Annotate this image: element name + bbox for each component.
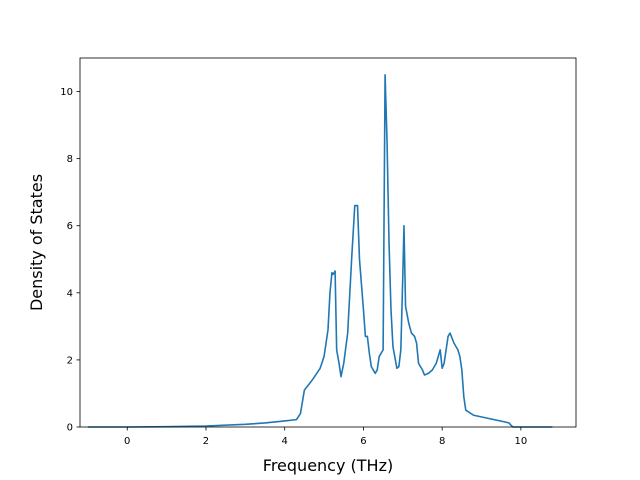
y-tick-label: 4 (67, 288, 73, 299)
x-tick-label: 6 (360, 436, 366, 447)
x-tick-label: 8 (439, 436, 445, 447)
x-axis-label: Frequency (THz) (263, 456, 393, 475)
x-axis: 0 2 4 6 8 10 (124, 427, 527, 447)
plot-frame (79, 57, 577, 428)
x-tick-label: 4 (282, 436, 288, 447)
y-axis: 0 2 4 6 8 10 (60, 87, 80, 434)
y-tick-label: 2 (67, 355, 73, 366)
y-tick-label: 10 (60, 87, 73, 98)
series-line (87, 73, 553, 428)
plot-background (80, 58, 576, 427)
x-tick-label: 2 (203, 436, 209, 447)
x-tick-label: 10 (515, 436, 528, 447)
y-axis-label: Density of States (27, 174, 46, 311)
y-tick-label: 8 (67, 154, 73, 165)
y-tick-label: 0 (67, 423, 73, 434)
x-tick-label: 0 (124, 436, 130, 447)
y-tick-label: 6 (67, 221, 73, 232)
